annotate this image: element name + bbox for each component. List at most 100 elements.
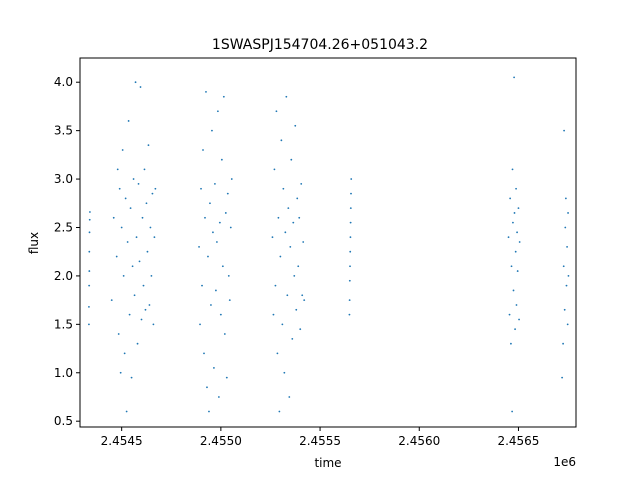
data-point <box>120 226 123 229</box>
data-point <box>295 308 298 311</box>
data-point <box>283 371 286 374</box>
data-point <box>277 216 280 219</box>
data-point <box>205 91 207 93</box>
data-point <box>224 212 227 214</box>
data-point <box>281 323 284 326</box>
data-point <box>564 197 567 200</box>
data-point <box>216 241 218 243</box>
data-point <box>515 187 517 190</box>
data-point <box>221 265 224 268</box>
x-tick-label: 2.4555 <box>299 434 341 448</box>
x-tick-label: 2.4545 <box>101 434 143 448</box>
data-point <box>289 245 292 248</box>
data-point <box>274 284 277 287</box>
data-point <box>150 275 153 277</box>
data-point <box>143 168 146 171</box>
data-point <box>129 207 132 210</box>
y-tick-label: 0.5 <box>54 414 73 428</box>
data-point <box>153 236 156 239</box>
data-point <box>509 197 512 200</box>
data-point <box>271 236 274 239</box>
data-point <box>280 139 283 142</box>
data-point <box>134 81 137 84</box>
data-point <box>148 304 151 306</box>
data-point <box>131 265 134 268</box>
data-point <box>88 231 91 234</box>
data-point <box>130 376 133 379</box>
y-tick-label: 2.5 <box>54 220 73 234</box>
data-point <box>203 352 205 355</box>
data-point <box>110 299 113 302</box>
data-point <box>565 284 568 287</box>
data-point <box>293 275 296 277</box>
data-point <box>214 183 216 185</box>
data-point <box>201 284 203 287</box>
data-point <box>207 255 209 258</box>
data-point <box>290 158 293 161</box>
data-point <box>516 231 518 234</box>
data-point <box>115 255 118 258</box>
data-point <box>288 396 291 398</box>
data-point <box>298 216 301 219</box>
data-point <box>140 318 143 321</box>
data-point <box>88 250 91 253</box>
data-point <box>513 212 516 214</box>
data-point <box>510 342 512 345</box>
data-point <box>88 218 91 221</box>
data-point <box>284 231 287 234</box>
data-point <box>517 207 520 210</box>
x-axis-label: time <box>314 456 341 470</box>
data-point <box>149 226 152 229</box>
data-point <box>141 216 144 219</box>
data-point <box>213 367 215 369</box>
data-point <box>562 265 565 268</box>
data-point <box>147 144 150 147</box>
data-point <box>122 275 125 277</box>
data-point <box>350 192 352 195</box>
data-point <box>128 313 131 316</box>
data-point <box>303 299 306 302</box>
data-point <box>212 231 214 234</box>
data-point <box>144 308 147 311</box>
data-point <box>139 86 142 88</box>
data-point <box>291 337 294 340</box>
data-point <box>510 265 513 268</box>
data-point <box>229 226 232 229</box>
data-point <box>292 221 295 224</box>
data-point <box>302 241 305 243</box>
data-point <box>126 241 129 243</box>
data-point <box>278 410 281 413</box>
data-point <box>561 376 564 379</box>
data-point <box>567 212 569 214</box>
data-point <box>199 323 201 326</box>
x-axis-ticks: 2.4545 2.4550 2.4555 2.4560 2.4565 <box>101 427 539 448</box>
data-point <box>566 245 568 248</box>
data-point <box>508 313 511 316</box>
data-point <box>145 202 148 205</box>
data-point <box>275 110 278 113</box>
data-point <box>210 304 212 306</box>
data-point <box>121 149 124 151</box>
data-point <box>507 236 510 239</box>
data-point <box>226 192 229 195</box>
data-point <box>208 410 210 413</box>
data-point <box>151 192 154 195</box>
y-axis-ticks: 0.5 1.0 1.5 2.0 2.5 3.0 3.5 4.0 <box>54 75 80 428</box>
data-point <box>117 333 120 335</box>
data-points <box>88 76 570 413</box>
data-point <box>518 241 521 243</box>
data-point <box>132 178 135 180</box>
data-point <box>220 158 223 161</box>
data-point <box>211 129 213 132</box>
data-point <box>124 197 127 200</box>
x-tick-label: 2.4560 <box>398 434 440 448</box>
data-point <box>514 250 517 253</box>
data-point <box>88 284 91 287</box>
data-point <box>142 284 145 287</box>
data-point <box>350 178 353 180</box>
data-point <box>138 260 141 263</box>
data-point <box>223 333 226 335</box>
data-point <box>511 410 514 413</box>
data-point <box>282 187 285 190</box>
